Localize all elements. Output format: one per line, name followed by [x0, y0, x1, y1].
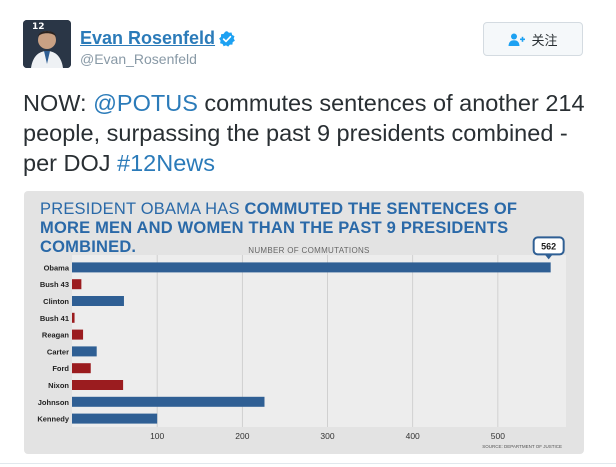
chart-title-bold: COMMUTED THE SENTENCES OF MORE MEN AND W…	[40, 200, 518, 256]
display-name[interactable]: Evan Rosenfeld	[80, 28, 216, 48]
x-tick-label: 400	[406, 431, 420, 441]
category-label: Nixon	[48, 381, 69, 390]
avatar-image	[23, 20, 71, 68]
bar-reagan	[72, 329, 84, 340]
verified-badge-icon	[219, 31, 235, 47]
category-label: Bush 43	[40, 280, 69, 289]
user-handle[interactable]: @Evan_Rosenfeld	[80, 51, 197, 67]
x-tick-label: 200	[235, 431, 249, 441]
category-label: Obama	[44, 263, 70, 272]
x-tick-label: 100	[150, 431, 164, 441]
tweet-text-body: commutes sentences of another 214 people…	[23, 90, 585, 176]
bar-chart: NUMBER OF COMMUTATIONS 100 200 300 400 500 Oba…	[37, 236, 566, 449]
bar-johnson	[72, 396, 265, 407]
tweet-header: 12 Evan Rosenfeld @Evan_Rosenfeld 关注	[0, 0, 616, 80]
tweet-text: NOW: @POTUS commutes sentences of anothe…	[23, 88, 593, 178]
bar-obama	[72, 262, 551, 273]
value-callout-text: 562	[541, 241, 556, 251]
avatar-badge: 12	[32, 22, 45, 32]
category-label: Ford	[52, 364, 69, 373]
category-label: Johnson	[38, 398, 70, 407]
value-callout-box	[532, 236, 565, 256]
follow-label: 关注	[531, 33, 558, 49]
bar-kennedy	[72, 413, 158, 424]
bar-ford	[72, 363, 91, 374]
bar-bush-41	[72, 312, 75, 323]
x-tick-label: 500	[491, 431, 505, 441]
bar-bush-43	[72, 279, 82, 290]
bar-clinton	[72, 296, 124, 306]
bar-nixon	[72, 380, 124, 390]
avatar[interactable]: 12	[23, 20, 71, 68]
divider	[0, 463, 616, 464]
category-label: Bush 41	[40, 314, 69, 323]
x-axis-label: NUMBER OF COMMUTATIONS	[248, 246, 369, 255]
category-label: Clinton	[43, 297, 69, 306]
person-add-icon	[508, 33, 526, 46]
tweet-media-chart[interactable]: PRESIDENT OBAMA HAS COMMUTED THE SENTENC…	[24, 191, 584, 454]
bar-carter	[72, 346, 97, 357]
category-label: Carter	[47, 347, 69, 356]
chart-title: PRESIDENT OBAMA HAS COMMUTED THE SENTENC…	[40, 200, 570, 257]
category-label: Kennedy	[37, 415, 70, 424]
tweet-text-prefix: NOW:	[23, 90, 94, 116]
source-note: SOURCE: DEPARTMENT OF JUSTICE	[482, 444, 562, 449]
follow-button[interactable]: 关注	[483, 22, 583, 56]
hashtag-link[interactable]: #12News	[117, 150, 216, 176]
mention-link[interactable]: @POTUS	[93, 90, 198, 116]
value-callout-pointer	[544, 254, 553, 260]
category-label: Reagan	[42, 331, 70, 340]
chart-title-regular: PRESIDENT OBAMA HAS	[40, 200, 245, 218]
x-tick-label: 300	[320, 431, 334, 441]
